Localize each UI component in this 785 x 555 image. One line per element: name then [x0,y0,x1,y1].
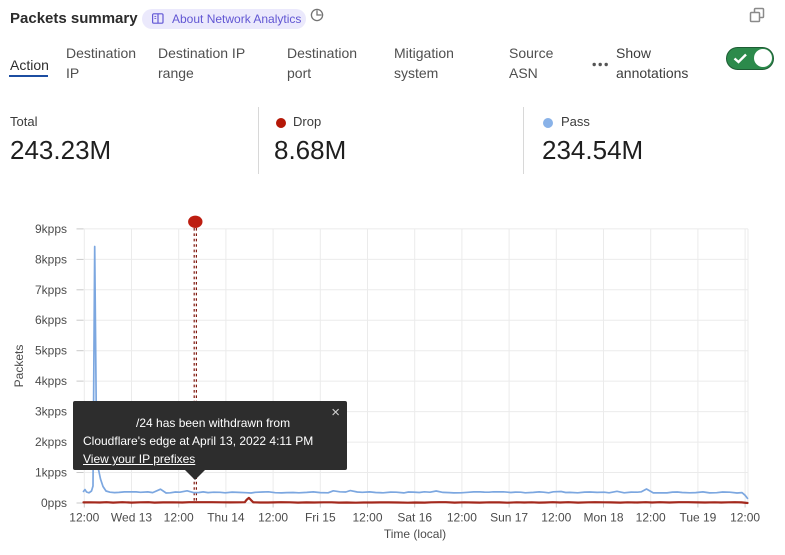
svg-text:9kpps: 9kpps [35,222,67,236]
svg-text:1kpps: 1kpps [35,466,67,480]
svg-text:Sat 16: Sat 16 [397,511,432,525]
svg-text:12:00: 12:00 [69,511,99,525]
svg-text:0pps: 0pps [41,496,67,510]
svg-text:Mon 18: Mon 18 [583,511,623,525]
svg-text:Wed 13: Wed 13 [111,511,152,525]
svg-text:8kpps: 8kpps [35,252,67,266]
svg-text:6kpps: 6kpps [35,313,67,327]
svg-text:Thu 14: Thu 14 [207,511,245,525]
svg-text:7kpps: 7kpps [35,283,67,297]
svg-text:5kpps: 5kpps [35,344,67,358]
svg-text:12:00: 12:00 [447,511,477,525]
svg-text:Fri 15: Fri 15 [305,511,336,525]
svg-text:2kpps: 2kpps [35,435,67,449]
svg-text:12:00: 12:00 [636,511,666,525]
svg-text:Tue 19: Tue 19 [679,511,716,525]
svg-text:4kpps: 4kpps [35,374,67,388]
svg-text:12:00: 12:00 [541,511,571,525]
svg-text:12:00: 12:00 [258,511,288,525]
svg-text:Sun 17: Sun 17 [490,511,528,525]
svg-text:Time (local): Time (local) [384,527,446,541]
svg-text:Packets: Packets [12,345,26,388]
svg-text:12:00: 12:00 [164,511,194,525]
svg-text:12:00: 12:00 [352,511,382,525]
svg-text:12:00: 12:00 [730,511,760,525]
svg-text:3kpps: 3kpps [35,405,67,419]
